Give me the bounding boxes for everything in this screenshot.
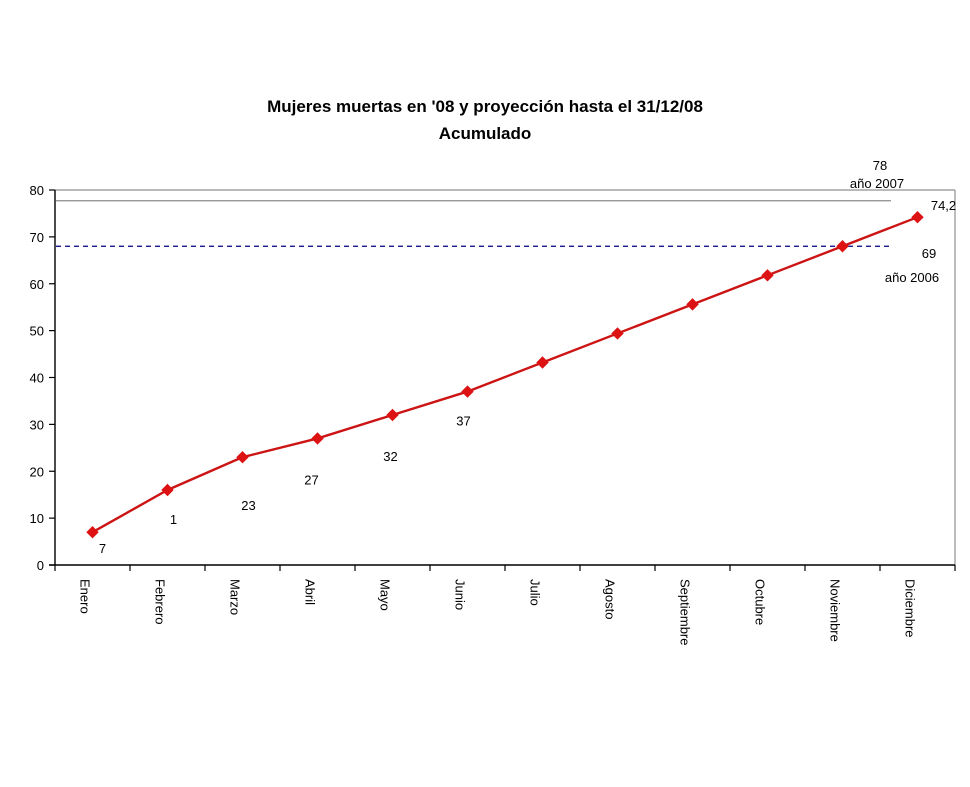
x-month-label: Septiembre (678, 579, 693, 645)
y-tick-label: 10 (30, 511, 44, 526)
y-tick-label: 30 (30, 417, 44, 432)
reference-label-value: 78 (873, 158, 887, 173)
data-point-marker (686, 298, 699, 311)
x-month-label: Diciembre (903, 579, 918, 638)
x-month-label: Agosto (603, 579, 618, 619)
x-month-label: Junio (453, 579, 468, 610)
data-point-label: 7 (99, 541, 106, 556)
data-point-marker (386, 408, 399, 422)
data-point-label: 37 (456, 414, 470, 429)
x-month-label: Marzo (228, 579, 243, 615)
data-point-marker (311, 432, 324, 445)
y-tick-label: 50 (30, 324, 44, 339)
data-point-marker (761, 269, 774, 282)
data-point-marker (161, 483, 174, 497)
chart-title: Mujeres muertas en '08 y proyección hast… (267, 97, 703, 116)
x-month-label: Octubre (753, 579, 768, 625)
x-month-label: Enero (78, 579, 93, 614)
series-line (91, 216, 918, 534)
x-month-label: Mayo (378, 579, 393, 611)
chart-subtitle: Acumulado (438, 124, 532, 143)
data-point-label: 32 (383, 449, 397, 464)
data-point-label: 23 (241, 498, 255, 513)
x-month-label: Abril (303, 579, 318, 605)
y-tick-label: 60 (30, 277, 44, 292)
data-point-marker (86, 525, 99, 539)
data-point-marker (611, 327, 624, 340)
reference-label-year: año 2007 (850, 176, 904, 191)
x-month-label: Noviembre (828, 579, 843, 642)
data-point-label: 74,2 (931, 198, 956, 213)
data-point-marker (536, 356, 549, 369)
x-month-label: Julio (528, 579, 543, 606)
x-month-label: Febrero (153, 579, 168, 625)
reference-label-value: 69 (922, 246, 936, 261)
reference-label-year: año 2006 (885, 270, 939, 285)
data-point-label: 27 (304, 472, 318, 487)
data-point-marker (236, 450, 249, 464)
data-point-marker (911, 210, 924, 224)
y-tick-label: 40 (30, 371, 44, 386)
y-tick-label: 80 (30, 183, 44, 198)
y-tick-label: 70 (30, 230, 44, 245)
y-tick-label: 20 (30, 464, 44, 479)
data-point-marker (461, 385, 474, 398)
data-point-label: 1 (170, 512, 177, 527)
y-tick-label: 0 (37, 558, 44, 573)
data-point-marker (836, 240, 849, 253)
